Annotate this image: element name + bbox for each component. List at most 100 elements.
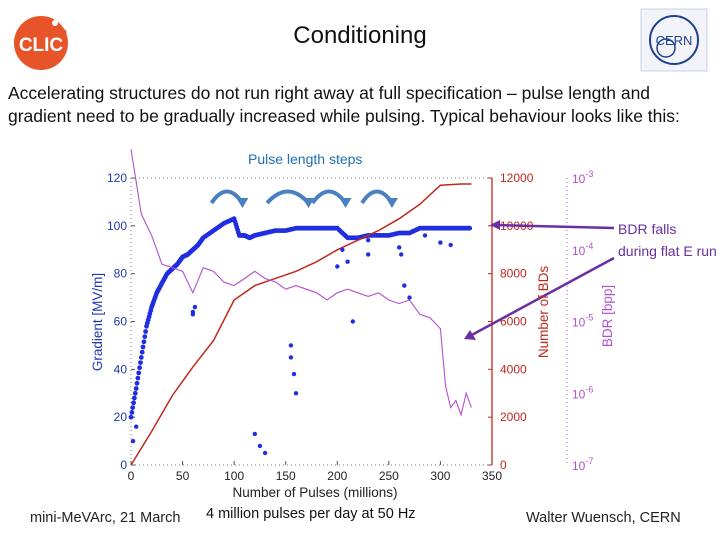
x-tick-label: 150: [276, 469, 296, 483]
gradient-outlier-point: [399, 252, 404, 257]
gradient-point: [140, 344, 146, 350]
series-bdr: [130, 149, 472, 417]
breakdowns-tick-label: 8000: [500, 267, 527, 281]
gradient-point: [135, 375, 141, 381]
footer-rate: 4 million pulses per day at 50 Hz: [206, 506, 416, 522]
series-number-of-bds: [130, 183, 472, 466]
pulse-step-arrow: [265, 189, 310, 205]
gradient-outlier-point: [366, 238, 371, 243]
gradient-outlier-point: [257, 443, 263, 449]
gradient-point: [141, 339, 147, 345]
gradient-tick-label: 40: [114, 362, 128, 376]
pulse-step-arrowhead: [385, 198, 398, 208]
breakdowns-tick-label: 4000: [500, 362, 527, 376]
gradient-outlier-point: [192, 304, 198, 310]
pulse-step-arrow: [209, 189, 245, 205]
callout-arrowhead: [490, 220, 500, 230]
gradient-point: [132, 395, 137, 401]
pulse-step-arrow: [310, 189, 348, 205]
footer-author: Walter Wuensch, CERN: [526, 510, 681, 526]
bdr-axis-label: BDR [bpp]: [600, 285, 615, 347]
breakdowns-tick-label: 12000: [500, 171, 534, 185]
pulse-step-arrowhead: [302, 198, 315, 208]
gradient-tick-label: 60: [114, 315, 128, 329]
x-axis-label: Number of Pulses (millions): [232, 485, 397, 500]
gradient-outlier-point: [422, 233, 428, 238]
gradient-point: [134, 380, 140, 386]
gradient-outlier-point: [190, 312, 196, 317]
bdr-tick-label: 10-3: [572, 169, 593, 186]
breakdowns-axis-label: Number of BDs: [536, 266, 551, 359]
gradient-point: [138, 360, 143, 365]
breakdowns-tick-label: 2000: [500, 410, 527, 424]
pulse-step-arrowhead: [339, 198, 352, 208]
x-tick-label: 100: [224, 469, 244, 483]
gradient-outlier-point: [288, 343, 294, 348]
gradient-point: [131, 400, 137, 406]
gradient-point: [137, 365, 143, 371]
gradient-axis-label: Gradient [MV/m]: [90, 273, 105, 371]
bdr-axis: 10-7 10-6 10-5 10-4 10-3: [572, 169, 593, 473]
gradient-tick-label: 120: [107, 171, 127, 185]
gradient-axis: 0 20 40 60 80 100 120: [107, 171, 135, 472]
gradient-outlier-point: [366, 252, 371, 257]
gradient-point: [467, 225, 473, 231]
gradient-outlier-point: [350, 319, 355, 324]
gradient-point: [136, 370, 142, 376]
gradient-outlier-point: [345, 259, 350, 264]
gradient-tick-label: 100: [107, 219, 127, 233]
x-tick-label: 300: [430, 469, 450, 483]
bdr-callout: BDR falls during flat E run: [618, 221, 717, 259]
callout-arrow-line: [467, 256, 615, 339]
gradient-point: [128, 414, 134, 420]
cern-logo-text: CERN: [656, 33, 693, 48]
gradient-outlier-point: [130, 438, 136, 444]
bdr-tick-label: 10-5: [572, 313, 593, 330]
gradient-outlier-point: [262, 450, 268, 456]
pulse-step-arrow: [360, 189, 394, 205]
footer-event: mini-MeVArc, 21 March: [30, 510, 181, 526]
gradient-point: [130, 405, 136, 410]
page-title: Conditioning: [293, 22, 427, 49]
gradient-outlier-point: [291, 371, 297, 377]
pulse-step-arrows: [209, 189, 398, 208]
gradient-tick-label: 80: [114, 267, 128, 281]
gradient-outlier-point: [402, 283, 407, 288]
bdr-tick-label: 10-6: [572, 384, 593, 401]
x-tick-label: 250: [379, 469, 399, 483]
intro-text: Accelerating structures do not run right…: [8, 83, 680, 126]
gradient-outlier-point: [397, 245, 402, 250]
gradient-tick-label: 0: [120, 458, 127, 472]
x-tick-label: 0: [128, 469, 135, 483]
bdr-tick-label: 10-7: [572, 456, 593, 473]
gradient-point: [132, 390, 138, 396]
cern-logo: CERN: [640, 8, 708, 72]
gradient-outlier-point: [252, 431, 257, 437]
bdr-tick-label: 10-4: [572, 241, 593, 258]
gradient-outlier-point: [438, 240, 443, 245]
callout-arrowhead: [464, 330, 476, 340]
gradient-outlier-point: [407, 295, 412, 300]
clic-logo: CLIC: [12, 14, 82, 72]
gradient-point: [142, 334, 148, 339]
series-layer: [128, 149, 473, 466]
gradient-point: [138, 355, 144, 360]
gradient-point: [133, 386, 139, 391]
gradient-point: [129, 410, 135, 415]
gradient-point: [143, 329, 149, 334]
gradient-point: [139, 349, 145, 355]
gradient-outlier-point: [335, 264, 340, 269]
callout-arrow-line: [493, 223, 615, 230]
clic-logo-text: CLIC: [19, 35, 64, 56]
gradient-tick-label: 20: [114, 410, 128, 424]
x-tick-label: 200: [327, 469, 347, 483]
gradient-outlier-point: [448, 242, 453, 248]
pulse-step-arrowhead: [236, 198, 249, 208]
breakdowns-tick-label: 6000: [500, 315, 527, 329]
gradient-outlier-point: [288, 355, 294, 360]
gradient-outlier-point: [134, 424, 139, 429]
pulse-length-label: Pulse length steps: [248, 151, 363, 167]
callout-arrows: [464, 220, 615, 340]
